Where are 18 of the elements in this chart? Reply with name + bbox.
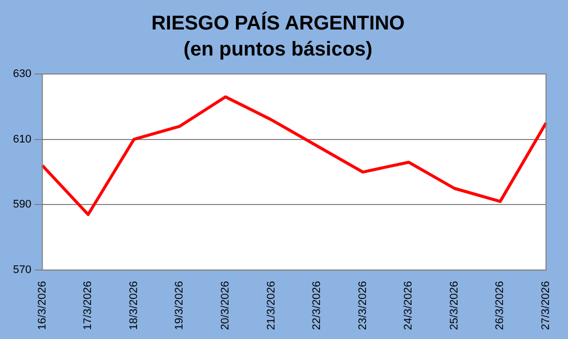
x-tick-label: 23/3/2026 xyxy=(356,281,369,330)
x-tick-label: 16/3/2026 xyxy=(36,281,48,330)
x-tick-label: 22/3/2026 xyxy=(311,281,324,330)
x-tick-label: 19/3/2026 xyxy=(174,281,186,330)
x-tick-label: 20/3/2026 xyxy=(220,281,232,330)
x-tick-label: 18/3/2026 xyxy=(128,281,140,330)
y-tick-label: 590 xyxy=(12,198,32,211)
x-tick-label: 17/3/2026 xyxy=(82,281,94,330)
x-tick-label: 27/3/2026 xyxy=(540,281,552,330)
x-tick-label: 21/3/2026 xyxy=(265,281,278,330)
x-tick-label: 25/3/2026 xyxy=(448,281,460,330)
chart-subtitle: (en puntos básicos) xyxy=(184,38,372,61)
x-tick-label: 24/3/2026 xyxy=(402,281,415,330)
chart-title: RIESGO PAÍS ARGENTINO xyxy=(151,12,405,35)
x-tick-label: 26/3/2026 xyxy=(494,281,506,330)
y-tick-label: 570 xyxy=(12,264,32,276)
y-tick-label: 630 xyxy=(12,68,32,80)
y-tick-label: 610 xyxy=(12,133,32,146)
